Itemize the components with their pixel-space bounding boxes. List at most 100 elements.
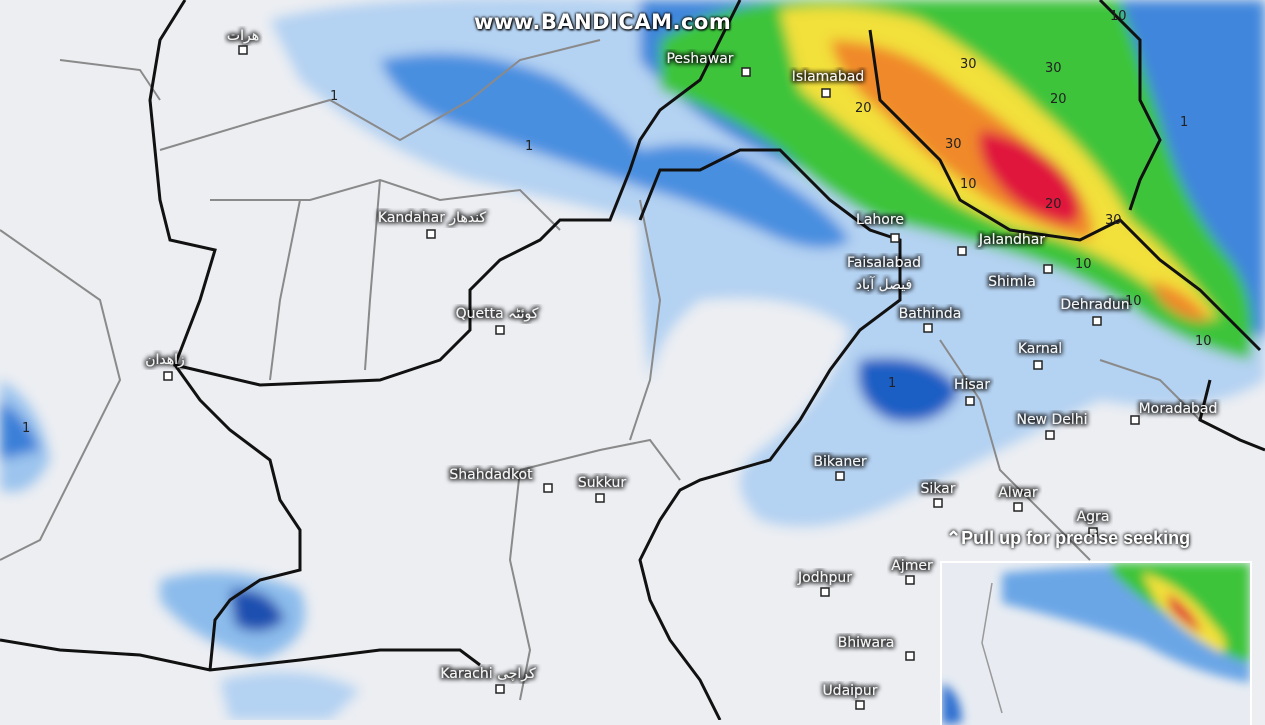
city-label: Shahdadkot [449, 467, 553, 493]
city-marker [1013, 502, 1023, 512]
city-label: هرات [227, 28, 259, 55]
contour-label: 20 [855, 101, 872, 116]
city-marker [923, 323, 933, 333]
city-marker [741, 67, 751, 77]
city-name: Ajmer [891, 558, 933, 574]
city-name: Karachi کراچی [440, 666, 536, 682]
city-label: Bikaner [813, 454, 867, 481]
city-label: فیصل آباد [856, 276, 912, 293]
city-marker [163, 371, 173, 381]
city-marker [1088, 527, 1098, 537]
city-name: Moradabad [1139, 401, 1218, 417]
seek-hint-text: Pull up for precise seeking [961, 528, 1191, 548]
city-marker [890, 233, 900, 243]
city-marker [543, 483, 553, 493]
contour-label: 1 [525, 139, 533, 154]
city-marker [495, 325, 505, 335]
city-name: Dehradun [1060, 297, 1129, 313]
contour-label: 20 [1045, 197, 1062, 212]
contour-label: 1 [22, 421, 30, 436]
city-name: Kandahar کندهار [378, 210, 486, 226]
city-label: Shimla [988, 264, 1053, 290]
contour-label: 1 [330, 89, 338, 104]
city-marker [933, 498, 943, 508]
city-label: Islamabad [792, 69, 864, 98]
city-label: New Delhi [1016, 412, 1088, 440]
city-label: Bhiwara [838, 635, 915, 661]
city-label: زاهدان [145, 352, 185, 381]
city-label: Jodhpur [797, 570, 852, 597]
contour-label: 30 [960, 57, 977, 72]
city-name: Shahdadkot [449, 467, 533, 483]
city-name: Hisar [954, 377, 990, 393]
city-marker [1043, 264, 1053, 274]
city-marker [957, 246, 967, 256]
city-label: Faisalabad [847, 255, 921, 271]
contour-label: 10 [960, 177, 977, 192]
city-marker [821, 88, 831, 98]
city-name: Bikaner [813, 454, 866, 470]
city-marker [238, 45, 248, 55]
city-name: Faisalabad [847, 255, 921, 271]
city-name: هرات [227, 28, 259, 44]
city-label: Bathinda [899, 306, 962, 333]
contour-label: 10 [1125, 294, 1142, 309]
city-marker [905, 575, 915, 585]
city-marker [965, 396, 975, 406]
city-label: Ajmer [891, 558, 933, 585]
contour-label: 1 [888, 376, 896, 391]
contour-label: 10 [1195, 334, 1212, 349]
city-name: Jodhpur [797, 570, 852, 586]
city-name: Islamabad [792, 69, 864, 85]
city-marker [820, 587, 830, 597]
city-marker [855, 700, 865, 710]
city-marker [495, 684, 505, 694]
city-marker [1092, 316, 1102, 326]
contour-label: 30 [1045, 61, 1062, 76]
city-label: Karnal [1018, 341, 1062, 370]
bandicam-watermark: www.BANDICAM.com [474, 10, 732, 34]
city-marker [905, 651, 915, 661]
city-label: Jalandhar [957, 232, 1045, 256]
double-chevron-up-icon: ⌃ [946, 528, 962, 548]
city-name: Jalandhar [978, 232, 1045, 248]
city-name: Bathinda [899, 306, 962, 322]
city-marker [1045, 430, 1055, 440]
city-name: Sikar [921, 481, 956, 497]
city-name: Sukkur [578, 475, 626, 491]
province-borders [0, 39, 1201, 701]
city-name: Quetta کوئٹہ [456, 306, 539, 322]
city-labels: هرات Peshawar Islamabad Kandahar کندهار Laho… [145, 28, 1218, 710]
city-name: Lahore [856, 212, 904, 228]
contour-labels: 10 30 20 20 30 30 10 20 30 10 1 1 1 10 10 1 1 [22, 9, 1212, 436]
city-name: Alwar [998, 485, 1037, 501]
city-name: فیصل آباد [856, 276, 912, 293]
city-name: Agra [1077, 509, 1110, 525]
city-label: Hisar [954, 377, 990, 406]
city-label: Agra [1077, 509, 1110, 537]
city-name: Bhiwara [838, 635, 895, 651]
contour-label: 20 [1050, 92, 1067, 107]
city-label: Sukkur [578, 475, 626, 503]
city-marker [1130, 415, 1140, 425]
contour-label: 30 [945, 137, 962, 152]
city-marker [426, 229, 436, 239]
city-marker [1033, 360, 1043, 370]
seek-preview-thumbnail[interactable] [940, 561, 1252, 725]
city-label: Peshawar [666, 51, 751, 77]
city-marker [835, 471, 845, 481]
city-marker [595, 493, 605, 503]
city-name: Udaipur [822, 683, 877, 699]
city-name: Karnal [1018, 341, 1062, 357]
city-label: Dehradun [1060, 297, 1130, 326]
thumbnail-map [942, 563, 1250, 725]
city-label: Moradabad [1130, 401, 1218, 425]
city-label: Karachi کراچی [440, 666, 536, 694]
city-name: Peshawar [666, 51, 733, 67]
seek-hint[interactable]: ⌃Pull up for precise seeking [946, 528, 1190, 549]
city-label: Lahore [856, 212, 904, 243]
contour-label: 10 [1075, 257, 1092, 272]
